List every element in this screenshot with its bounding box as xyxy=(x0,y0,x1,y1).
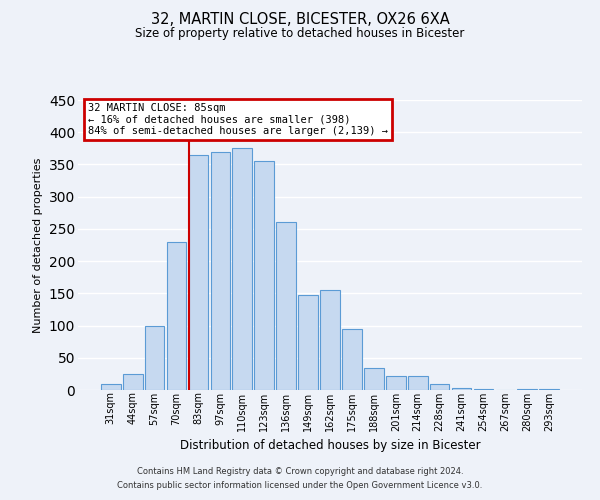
Text: Contains HM Land Registry data © Crown copyright and database right 2024.: Contains HM Land Registry data © Crown c… xyxy=(137,467,463,476)
Bar xyxy=(386,376,406,390)
Bar xyxy=(167,242,187,390)
Bar xyxy=(123,374,143,390)
Text: Contains public sector information licensed under the Open Government Licence v3: Contains public sector information licen… xyxy=(118,481,482,490)
Text: 32, MARTIN CLOSE, BICESTER, OX26 6XA: 32, MARTIN CLOSE, BICESTER, OX26 6XA xyxy=(151,12,449,28)
Bar xyxy=(408,376,428,390)
Bar xyxy=(364,368,384,390)
X-axis label: Distribution of detached houses by size in Bicester: Distribution of detached houses by size … xyxy=(179,439,481,452)
Bar xyxy=(320,290,340,390)
Bar xyxy=(430,384,449,390)
Bar xyxy=(232,148,252,390)
Bar xyxy=(452,388,472,390)
Bar xyxy=(342,329,362,390)
Bar xyxy=(211,152,230,390)
Bar xyxy=(276,222,296,390)
Y-axis label: Number of detached properties: Number of detached properties xyxy=(33,158,43,332)
Bar xyxy=(101,384,121,390)
Text: Size of property relative to detached houses in Bicester: Size of property relative to detached ho… xyxy=(136,28,464,40)
Bar xyxy=(188,155,208,390)
Bar xyxy=(145,326,164,390)
Text: 32 MARTIN CLOSE: 85sqm
← 16% of detached houses are smaller (398)
84% of semi-de: 32 MARTIN CLOSE: 85sqm ← 16% of detached… xyxy=(88,103,388,136)
Bar xyxy=(298,294,318,390)
Bar xyxy=(254,161,274,390)
